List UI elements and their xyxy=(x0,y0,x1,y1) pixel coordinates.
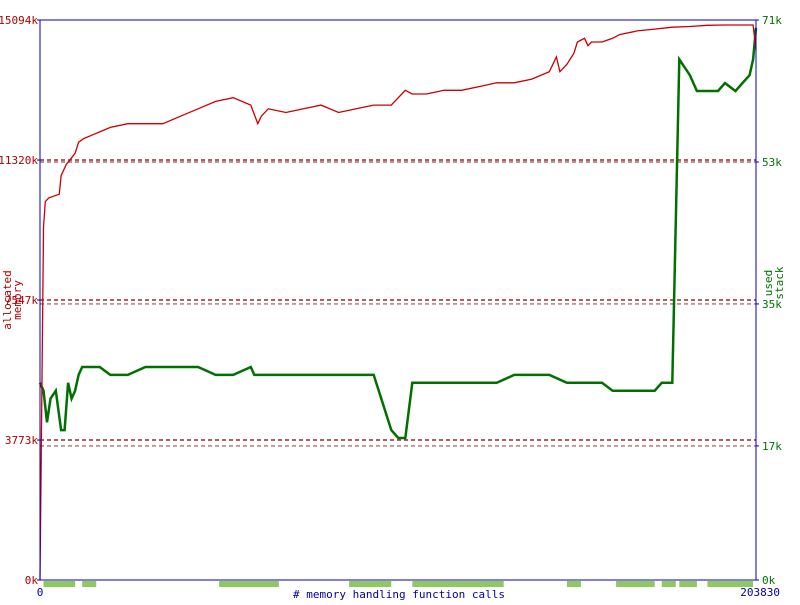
left-tick-label: 11320k xyxy=(0,154,38,167)
left-tick-label: 15094k xyxy=(0,14,38,27)
x-axis-ticks: 0 203830 xyxy=(37,586,780,599)
used_stack-line xyxy=(38,27,758,440)
allocated-memory-series xyxy=(39,24,757,581)
call-activity-bar xyxy=(82,581,97,587)
right-tick-label: 53k xyxy=(762,156,782,169)
call-activity-bar xyxy=(349,581,392,587)
right-axis-label-line1: used xyxy=(762,270,775,297)
call-activity-bar xyxy=(679,581,697,587)
x-axis-label: # memory handling function calls xyxy=(293,588,505,600)
left-tick-label: 7547k xyxy=(5,294,38,307)
used-stack-series xyxy=(38,27,758,440)
left-axis-ticks: 0k 3773k 7547k 11320k 15094k xyxy=(0,14,40,587)
allocated_memory-line xyxy=(39,24,757,581)
call-activity-bar xyxy=(43,581,76,587)
left-axis-label-line1: allocated xyxy=(1,270,14,330)
call-activity-bar xyxy=(219,581,279,587)
right-tick-label: 71k xyxy=(762,14,782,27)
call-activity-bar xyxy=(566,581,581,587)
call-activity-bar xyxy=(412,581,504,587)
grid-lines xyxy=(40,159,756,447)
right-axis-label-line2: stack xyxy=(773,266,786,299)
left-axis-label-line2: memory xyxy=(11,280,24,320)
x-tick-label: 203830 xyxy=(740,586,780,599)
call-activity-bar xyxy=(661,581,676,587)
call-activity-bars xyxy=(43,581,754,587)
left-tick-label: 3773k xyxy=(5,434,38,447)
right-tick-label: 0k xyxy=(762,574,776,587)
right-axis-ticks: 0k 17k 35k 53k 71k xyxy=(756,14,782,587)
left-tick-label: 0k xyxy=(25,574,39,587)
right-tick-label: 17k xyxy=(762,440,782,453)
call-activity-bar xyxy=(616,581,655,587)
right-tick-label: 35k xyxy=(762,298,782,311)
x-tick-label: 0 xyxy=(37,586,44,599)
call-activity-bar xyxy=(707,581,754,587)
